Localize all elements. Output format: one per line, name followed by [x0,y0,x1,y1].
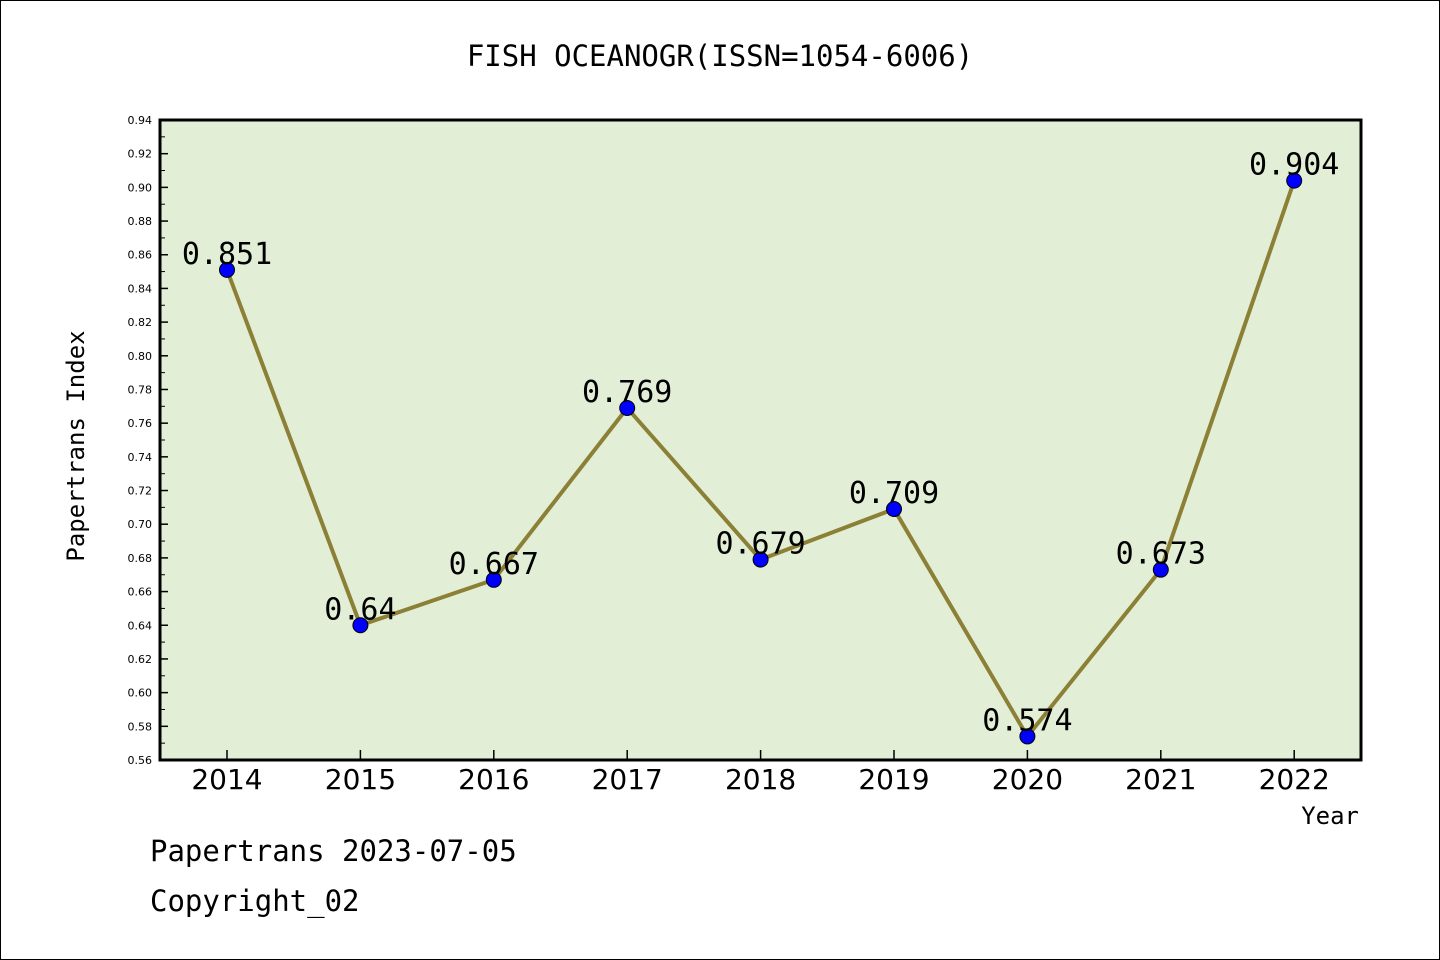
data-labels: 0.851 0.64 0.667 0.769 0.679 0.709 0.574 0.673 0… [182,148,1340,739]
data-point [485,571,502,588]
footer-copyright: Copyright_02 [150,884,360,918]
y-tick-label: 0.66 [128,586,153,599]
data-label: 0.574 [982,703,1072,738]
data-label: 0.709 [849,476,939,511]
y-tick-label: 0.58 [128,720,153,733]
data-label: 0.667 [449,547,539,582]
y-tick-label: 0.84 [128,282,153,295]
data-point [1286,172,1303,189]
x-axis-label: Year [1301,802,1359,830]
y-tick-label: 0.56 [128,754,153,767]
y-tick-label: 0.70 [128,518,153,531]
x-tick-label: 2022 [1259,763,1330,796]
footer-date: Papertrans 2023-07-05 [150,834,517,868]
data-point [1152,561,1169,578]
series-line [219,172,1303,745]
y-tick-label: 0.62 [128,653,153,666]
data-label: 0.673 [1116,537,1206,572]
data-point [619,400,636,416]
x-tick-label: 2014 [191,763,262,796]
y-tick-label: 0.64 [128,619,153,632]
y-axis: 0.56 0.58 0.60 0.62 0.64 0.66 0.68 0.70 0.72 0.74… [128,114,168,767]
y-tick-label: 0.74 [128,451,153,464]
data-point [219,261,235,278]
data-label: 0.64 [324,592,396,627]
x-tick-label: 2018 [725,763,796,796]
data-point [352,617,369,634]
y-tick-label: 0.90 [128,181,153,194]
y-tick-label: 0.60 [128,687,153,700]
x-tick-label: 2020 [992,763,1063,796]
y-tick-label: 0.86 [128,249,153,262]
plot-area [158,118,1363,762]
y-tick-label: 0.94 [128,114,153,127]
y-tick-label: 0.76 [128,417,153,430]
y-tick-label: 0.82 [128,316,153,329]
y-tick-label: 0.78 [128,383,153,396]
y-tick-label: 0.92 [128,148,153,161]
data-point [886,501,902,518]
data-label: 0.904 [1249,148,1339,183]
y-tick-label: 0.88 [128,215,153,228]
x-tick-label: 2019 [858,763,929,796]
data-point [752,551,769,568]
x-axis: 2014 2015 2016 2017 2018 2019 2020 2021 2022 [191,750,1330,796]
x-tick-label: 2021 [1125,763,1196,796]
x-tick-label: 2015 [325,763,396,796]
y-tick-label: 0.72 [128,485,153,498]
x-tick-label: 2017 [592,763,663,796]
data-point [1019,728,1036,745]
data-label: 0.769 [582,375,672,410]
data-label: 0.851 [182,237,272,272]
y-tick-label: 0.68 [128,552,153,565]
y-tick-label: 0.80 [128,350,153,363]
x-tick-label: 2016 [458,763,529,796]
data-label: 0.679 [715,527,805,562]
chart-title: FISH OCEANOGR(ISSN=1054-6006) [467,39,973,73]
y-axis-label: Papertrans Index [62,330,90,561]
